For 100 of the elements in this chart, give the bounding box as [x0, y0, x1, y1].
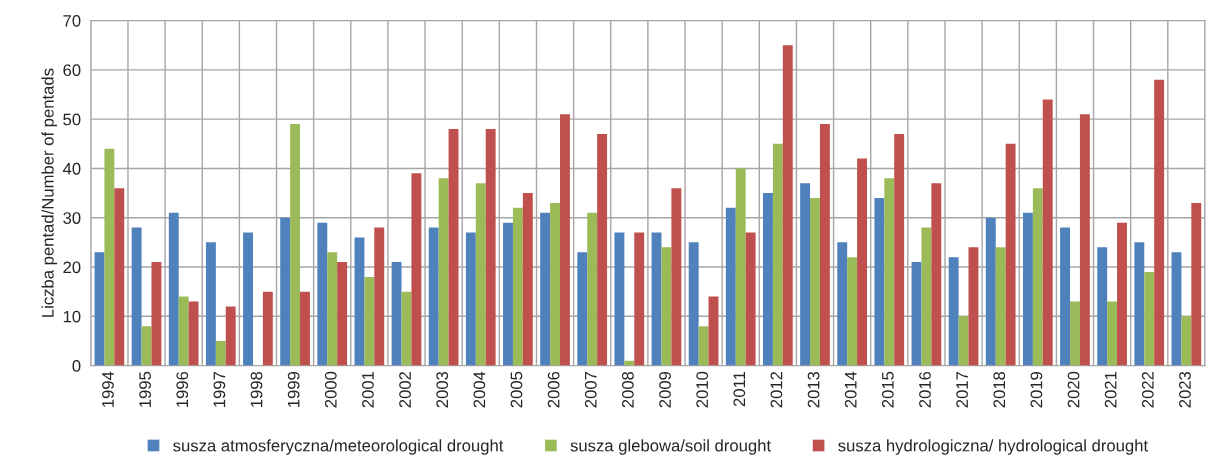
- bar: [857, 158, 867, 366]
- bar: [391, 262, 402, 366]
- x-tick-label: 2013: [807, 371, 820, 408]
- bar: [401, 291, 412, 366]
- bar: [94, 252, 105, 366]
- bar: [968, 247, 979, 366]
- bar: [948, 257, 959, 366]
- bar: [131, 227, 142, 366]
- x-tick-label: 2010: [696, 371, 709, 408]
- bar: [1060, 227, 1071, 366]
- x-tick-label: 1997: [213, 371, 226, 407]
- x-tick-label: 2022: [1141, 371, 1154, 408]
- bar: [985, 217, 996, 366]
- bar: [782, 45, 793, 366]
- x-tick-label: 2008: [621, 371, 634, 408]
- bar: [550, 202, 560, 366]
- bar: [485, 129, 496, 366]
- x-tick-label: 1999: [287, 371, 300, 407]
- bar: [317, 222, 328, 366]
- bar: [1032, 188, 1043, 366]
- x-tick-label: 2020: [1067, 371, 1080, 408]
- x-tick-label: 2017: [956, 371, 969, 408]
- y-tick-label: 60: [63, 64, 81, 77]
- x-tick-label: 1996: [176, 371, 189, 407]
- bar: [225, 306, 236, 366]
- y-tick-label: 50: [63, 113, 81, 126]
- bar: [819, 124, 830, 366]
- bar: [614, 232, 625, 366]
- bar: [337, 262, 348, 366]
- bar: [428, 227, 439, 366]
- y-tick-label: 20: [63, 261, 81, 274]
- bar: [280, 217, 291, 366]
- bar: [512, 207, 523, 366]
- y-tick-label: 30: [63, 212, 81, 224]
- bar: [1171, 252, 1182, 366]
- x-tick-label: 2000: [324, 371, 337, 408]
- bar: [911, 262, 922, 366]
- x-tick-label: 2002: [399, 371, 411, 408]
- bar: [540, 212, 551, 366]
- bar: [661, 247, 672, 366]
- bar: [810, 198, 820, 366]
- x-tick-label: 2021: [1104, 371, 1117, 408]
- bar: [411, 173, 422, 366]
- x-tick-label: 2016: [919, 371, 931, 408]
- bar: [577, 252, 588, 366]
- bar: [364, 276, 375, 366]
- bar: [874, 198, 885, 366]
- bar: [1154, 79, 1165, 366]
- bar: [1117, 222, 1127, 366]
- x-tick-label: 2005: [510, 371, 523, 408]
- bar: [634, 232, 645, 366]
- bar: [1191, 202, 1202, 366]
- x-tick-label: 2004: [473, 371, 486, 408]
- bar: [243, 232, 253, 366]
- bar: [300, 291, 310, 366]
- x-tick-label: 1994: [102, 371, 114, 407]
- bar: [763, 193, 773, 366]
- bar: [104, 148, 115, 366]
- bar: [847, 257, 858, 366]
- bar: [114, 188, 125, 366]
- x-tick-label: 2019: [1030, 371, 1043, 408]
- x-tick-label: 2023: [1179, 371, 1191, 408]
- y-axis-title: Liczba pentad/Number of pentads: [41, 68, 58, 317]
- bar: [688, 242, 699, 366]
- bar: [587, 212, 598, 366]
- x-tick-label: 1998: [250, 371, 263, 407]
- bar: [151, 262, 162, 366]
- bar: [1134, 242, 1145, 366]
- bar: [262, 291, 273, 366]
- bar: [931, 183, 942, 366]
- bar: [884, 178, 895, 366]
- x-tick-label: 2014: [844, 371, 857, 408]
- bar: [354, 237, 365, 366]
- bar: [503, 222, 513, 366]
- legend-label: susza glebowa/soil drought: [570, 439, 771, 455]
- x-tick-label: 2018: [993, 371, 1006, 408]
- bar: [290, 124, 301, 366]
- bar: [958, 316, 969, 366]
- legend-label: susza atmosferyczna/meteorological drought: [173, 439, 504, 455]
- bar: [1079, 114, 1090, 366]
- bar: [188, 301, 199, 366]
- bar: [205, 242, 216, 366]
- x-tick-label: 2011: [733, 371, 746, 407]
- bar: [745, 232, 756, 366]
- bar: [168, 212, 179, 366]
- bar: [708, 296, 719, 366]
- bar: [215, 340, 226, 366]
- bar: [735, 168, 746, 366]
- bar: [448, 129, 459, 366]
- bar: [1070, 301, 1080, 366]
- legend-label: susza hydrologiczna/ hydrological drought: [838, 439, 1148, 455]
- x-tick-label: 2006: [547, 371, 560, 408]
- bar: [894, 133, 905, 366]
- bar: [698, 326, 709, 366]
- y-tick-label: 0: [72, 360, 81, 372]
- x-tick-label: 2003: [436, 371, 449, 408]
- x-tick-label: 2012: [770, 371, 783, 408]
- bar: [597, 133, 608, 366]
- bar: [522, 193, 533, 366]
- bar: [465, 232, 476, 366]
